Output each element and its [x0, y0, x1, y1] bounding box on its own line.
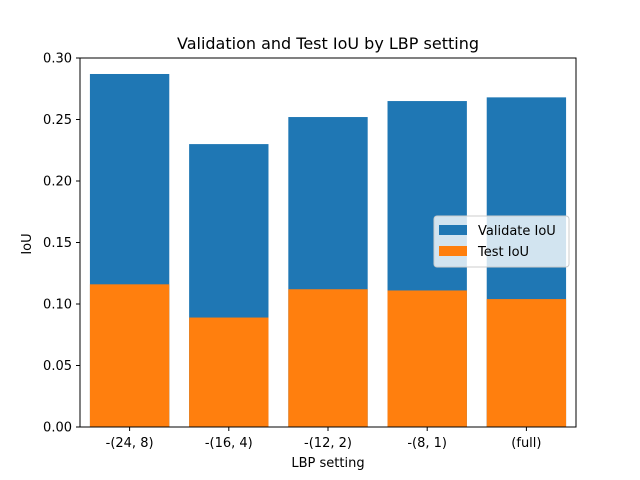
legend-label: Validate IoU	[478, 224, 556, 239]
x-tick-label: -(24, 8)	[106, 436, 154, 451]
legend-label: Test IoU	[477, 245, 529, 260]
x-tick-label: -(16, 4)	[205, 436, 253, 451]
test-iou-bar	[387, 290, 467, 427]
y-tick-label: 0.20	[43, 175, 72, 190]
y-axis-label: IoU	[20, 233, 35, 254]
x-tick-label: -(12, 2)	[304, 436, 352, 451]
y-tick-label: 0.30	[43, 52, 72, 67]
legend-swatch	[439, 246, 467, 256]
y-tick-label: 0.15	[43, 236, 72, 251]
x-tick-label: (full)	[511, 436, 541, 451]
test-iou-bar	[288, 289, 368, 427]
legend-swatch	[439, 225, 467, 235]
legend: Validate IoU Test IoU	[433, 215, 570, 268]
y-tick-label: 0.05	[43, 359, 72, 374]
x-axis-label: LBP setting	[291, 456, 364, 471]
test-iou-bar	[89, 284, 170, 427]
test-iou-bar	[189, 317, 269, 427]
legend-box	[433, 215, 570, 268]
ticks-layer: 0.00 0.05 0.10 0.15 0.20 0.25 0.30 -(24, 8) -(16…	[43, 52, 541, 452]
y-tick-label: 0.25	[43, 113, 72, 128]
x-tick-label: -(8, 1)	[407, 436, 447, 451]
y-tick-label: 0.10	[43, 298, 72, 313]
y-tick-label: 0.00	[43, 421, 72, 436]
chart-title: Validation and Test IoU by LBP setting	[177, 34, 479, 53]
test-iou-bar	[486, 299, 567, 427]
